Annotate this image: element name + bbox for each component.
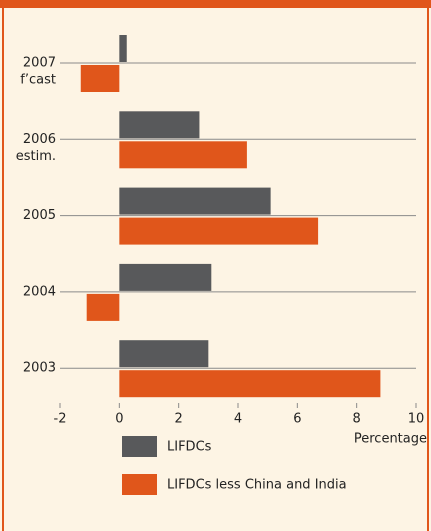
bar xyxy=(119,370,381,398)
x-axis-label: Percentage xyxy=(354,432,427,447)
y-tick-label: 2006 xyxy=(23,132,56,147)
legend-swatch xyxy=(122,436,157,457)
frame-left xyxy=(2,0,4,531)
legend-label: LIFDCs less China and India xyxy=(167,478,347,493)
bar xyxy=(119,111,200,139)
legend-label: LIFDCs xyxy=(167,440,212,455)
y-tick-label: 2005 xyxy=(23,208,56,223)
x-tick-label: 8 xyxy=(353,412,361,427)
y-tick-label: 2004 xyxy=(23,284,56,299)
bar xyxy=(119,263,212,291)
x-tick-label: 10 xyxy=(408,412,425,427)
y-tick-label: f’cast xyxy=(20,73,56,88)
bar xyxy=(119,340,209,368)
legend-swatch xyxy=(122,474,157,495)
bar xyxy=(119,217,319,245)
bar xyxy=(80,65,120,92)
bar xyxy=(119,141,247,169)
y-tick-label: 2003 xyxy=(23,361,56,376)
x-tick-label: 2 xyxy=(175,412,183,427)
frame-right xyxy=(427,0,429,531)
x-tick-label: 4 xyxy=(234,412,242,427)
y-tick-label: estim. xyxy=(16,149,56,164)
bar xyxy=(86,293,120,321)
x-tick-label: 0 xyxy=(115,412,123,427)
x-tick-label: 6 xyxy=(293,412,301,427)
frame-top xyxy=(0,0,431,8)
bar xyxy=(119,35,127,62)
y-tick-label: 2007 xyxy=(23,56,56,71)
x-tick-label: -2 xyxy=(54,412,67,427)
bar xyxy=(119,187,271,215)
